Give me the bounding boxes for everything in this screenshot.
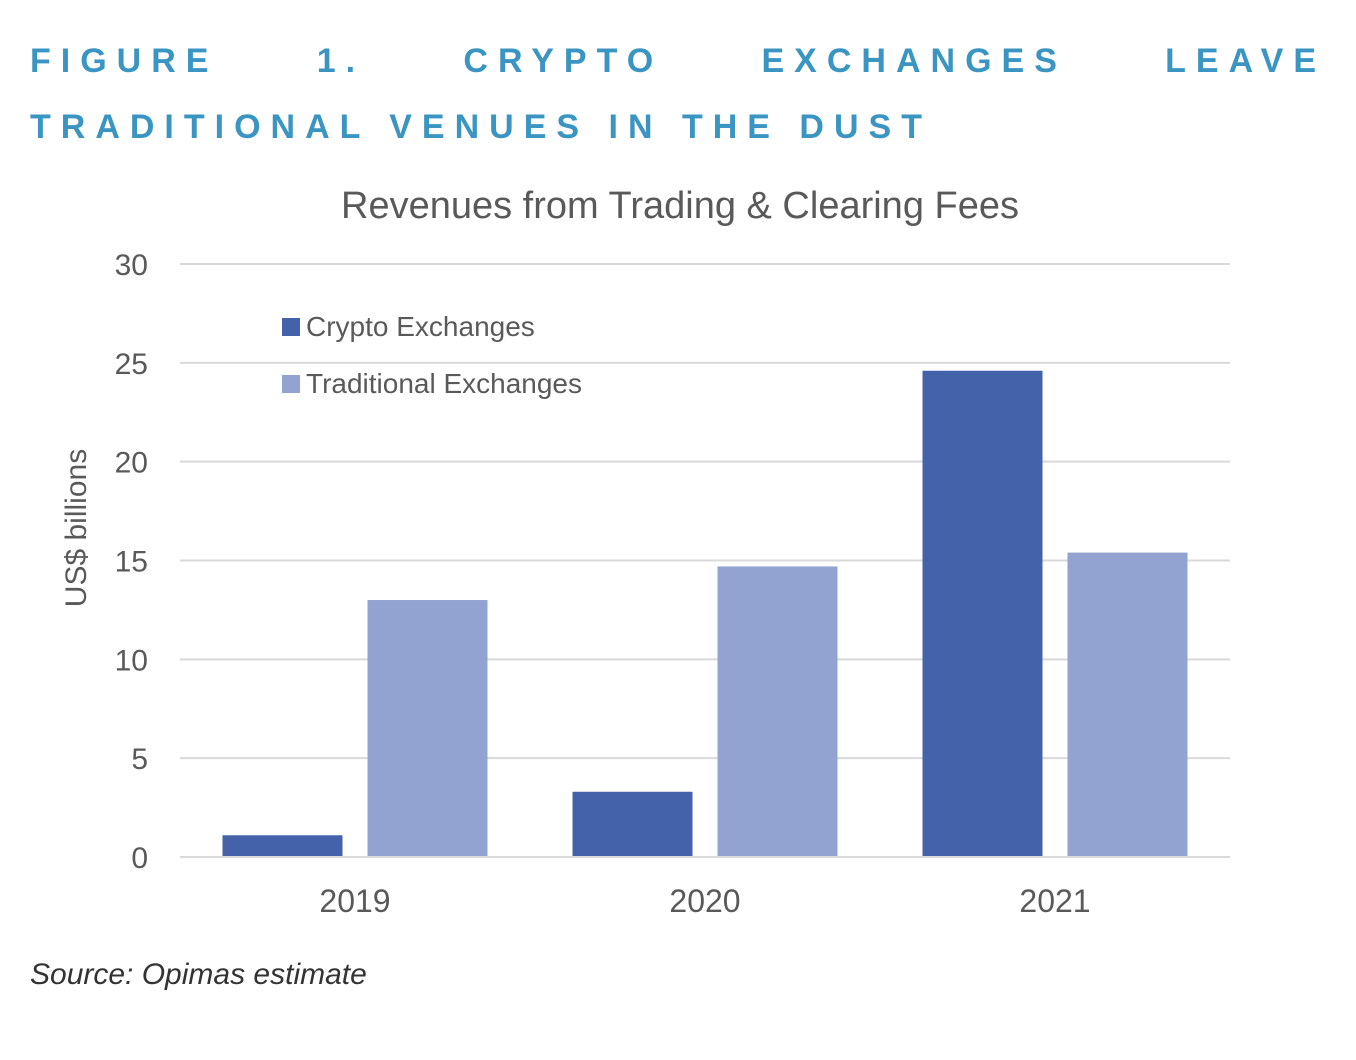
y-axis-label: US$ billions [60, 449, 93, 607]
y-tick-label: 25 [115, 348, 148, 381]
y-tick-label: 10 [115, 644, 148, 677]
y-axis-ticks: 0 5 10 15 20 25 30 [115, 249, 148, 875]
y-tick-label: 30 [115, 249, 148, 282]
y-tick-label: 20 [115, 447, 148, 480]
figure-title: FIGURE 1. CRYPTO EXCHANGES LEAVE TRADITI… [30, 42, 1326, 146]
chart-title: Revenues from Trading & Clearing Fees [341, 185, 1019, 227]
bar-traditional-2021 [1067, 552, 1188, 857]
y-tick-label: 15 [115, 546, 148, 579]
bar-crypto-2020 [572, 791, 693, 857]
legend-label: Traditional Exchanges [306, 368, 582, 399]
gridlines [180, 263, 1230, 858]
chart-container: Revenues from Trading & Clearing Fees 0 5… [0, 170, 1356, 940]
x-tick-label: 2021 [1019, 883, 1090, 919]
source-note: Source: Opimas estimate [30, 958, 367, 991]
bar-crypto-2019 [222, 835, 343, 857]
legend-label: Crypto Exchanges [306, 311, 535, 342]
x-tick-label: 2020 [669, 883, 740, 919]
legend: Crypto Exchanges Traditional Exchanges [282, 311, 582, 399]
y-tick-label: 5 [131, 743, 148, 776]
y-tick-label: 0 [131, 842, 148, 875]
x-axis-ticks: 2019 2020 2021 [319, 883, 1090, 919]
bar-crypto-2021 [922, 370, 1043, 857]
bar-chart: Revenues from Trading & Clearing Fees 0 5… [60, 185, 1230, 919]
bars [180, 370, 1230, 858]
legend-swatch-crypto [282, 318, 300, 336]
bar-traditional-2019 [367, 600, 488, 857]
x-tick-label: 2019 [319, 883, 390, 919]
legend-swatch-traditional [282, 375, 300, 393]
bar-traditional-2020 [717, 566, 838, 857]
